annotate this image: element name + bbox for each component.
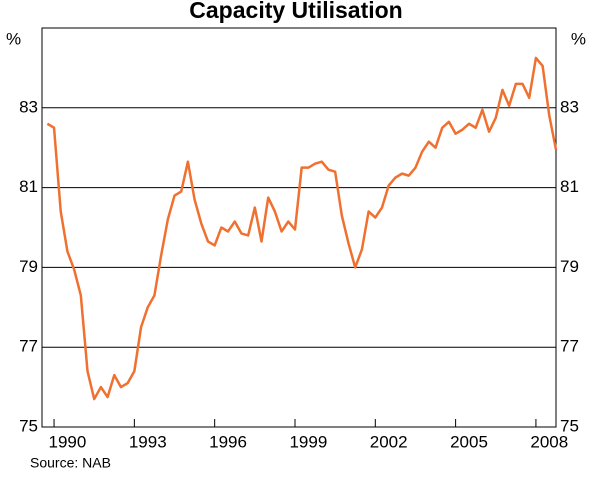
x-tick-label: 1999 [289, 432, 327, 451]
y-unit-right: % [571, 29, 586, 48]
chart-title: Capacity Utilisation [189, 0, 402, 23]
x-tick-label: 2005 [450, 432, 488, 451]
y-tick-label-right: 75 [560, 416, 579, 435]
x-tick-label: 2002 [370, 432, 408, 451]
x-tick-label: 1990 [49, 432, 87, 451]
y-tick-label-right: 77 [560, 337, 579, 356]
source-note: Source: NAB [30, 455, 111, 471]
y-tick-label: 83 [19, 97, 38, 116]
y-tick-label-right: 83 [560, 97, 579, 116]
y-tick-label: 79 [19, 257, 38, 276]
plot-frame [41, 27, 557, 428]
y-tick-label: 77 [19, 337, 38, 356]
y-tick-label-right: 79 [560, 257, 579, 276]
data-line [46, 56, 558, 401]
y-unit-left: % [6, 29, 21, 48]
x-tick-label: 2008 [530, 432, 568, 451]
y-tick-label-right: 81 [560, 177, 579, 196]
y-tick-label: 81 [19, 177, 38, 196]
y-tick-label: 75 [19, 416, 38, 435]
x-tick-label: 1996 [209, 432, 247, 451]
x-tick-label: 1993 [129, 432, 167, 451]
